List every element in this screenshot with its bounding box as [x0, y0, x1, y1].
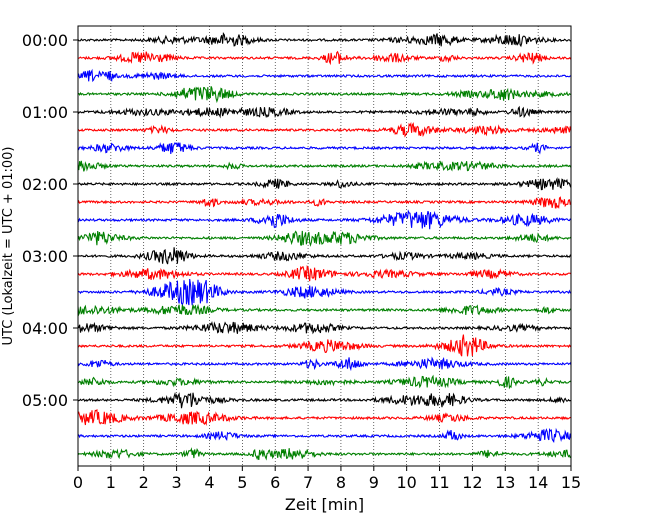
trace-line-0545 — [77, 447, 572, 461]
trace-line-0215 — [77, 196, 572, 210]
x-tick-label: 1 — [106, 473, 116, 492]
x-tick-label: 4 — [204, 473, 214, 492]
trace-line-0030 — [77, 68, 572, 83]
x-tick-label: 14 — [528, 473, 548, 492]
trace-line-0200 — [77, 176, 572, 191]
x-tick-label: 3 — [172, 473, 182, 492]
trace-line-0400 — [78, 320, 572, 335]
trace-line-0000 — [77, 31, 572, 48]
x-tick-label: 11 — [429, 473, 449, 492]
trace-line-0530 — [77, 427, 572, 443]
trace-line-0330 — [77, 278, 572, 306]
x-tick-label: 13 — [495, 473, 515, 492]
trace-line-0100 — [77, 105, 572, 119]
trace-line-0130 — [77, 141, 572, 155]
x-tick-label: 9 — [369, 473, 379, 492]
x-tick-label: 6 — [270, 473, 280, 492]
trace-line-0300 — [77, 247, 572, 265]
trace-line-0345 — [77, 303, 572, 317]
x-axis-label: Zeit [min] — [285, 495, 364, 514]
x-tick-label: 10 — [396, 473, 416, 492]
trace-line-0315 — [77, 265, 572, 282]
y-axis-label: UTC (Lokalzeit = UTC + 01:00) — [1, 147, 16, 346]
trace-line-0045 — [77, 86, 572, 104]
trace-line-0515 — [77, 408, 572, 426]
plot-frame — [77, 25, 572, 467]
y-tick-label: 00:00 — [22, 31, 68, 50]
trace-line-0015 — [77, 50, 572, 66]
x-tick-label: 15 — [561, 473, 581, 492]
x-axis-ticks: 0 1 2 3 4 5 6 7 8 9 10 11 12 13 14 15 — [73, 466, 581, 492]
x-tick-label: 12 — [462, 473, 482, 492]
y-tick-label: 05:00 — [22, 391, 68, 410]
y-tick-label: 04:00 — [22, 319, 68, 338]
trace-line-0245 — [77, 230, 572, 247]
x-tick-label: 5 — [237, 473, 247, 492]
trace-line-0115 — [77, 121, 572, 138]
y-tick-label: 02:00 — [22, 175, 68, 194]
trace-line-0500 — [77, 391, 572, 409]
y-tick-label: 01:00 — [22, 103, 68, 122]
trace-line-0430 — [77, 356, 572, 372]
x-tick-label: 0 — [73, 473, 83, 492]
trace-line-0145 — [77, 160, 572, 172]
x-tick-label: 2 — [139, 473, 149, 492]
y-axis-ticks: 00:00 01:00 02:00 03:00 04:00 05:00 — [22, 31, 78, 410]
traces — [77, 31, 572, 461]
vertical-grid — [110, 26, 539, 466]
x-tick-label: 7 — [303, 473, 313, 492]
y-tick-label: 03:00 — [22, 247, 68, 266]
trace-line-0415 — [77, 334, 572, 357]
x-tick-label: 8 — [336, 473, 346, 492]
trace-line-0445 — [77, 374, 572, 390]
trace-line-0230 — [77, 209, 572, 230]
